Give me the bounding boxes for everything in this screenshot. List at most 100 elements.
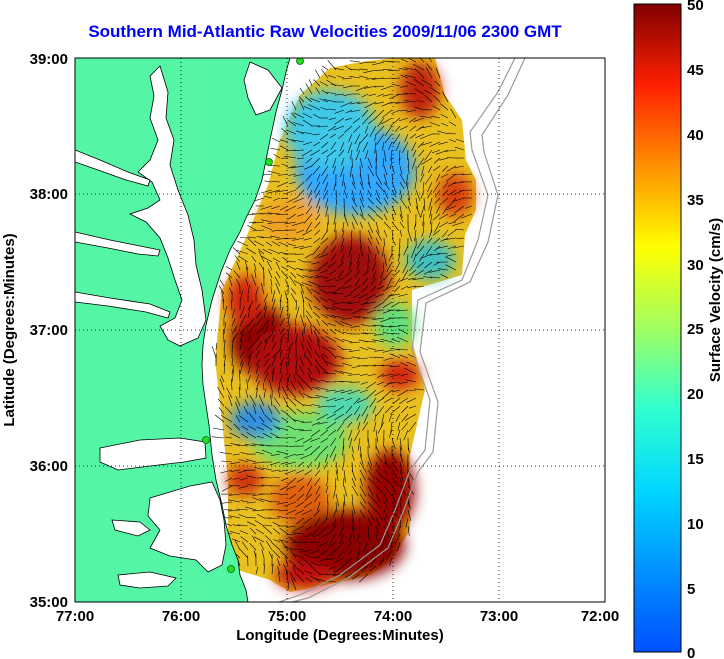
velocity-vector [239,530,249,535]
velocity-vector [408,58,417,63]
velocity-vector [427,181,433,193]
velocity-vector [455,138,465,143]
velocity-vector [313,305,321,311]
velocity-vector [271,469,281,472]
velocity-vector [390,348,401,351]
velocity-vector [367,509,375,521]
velocity-vector [282,396,289,407]
velocity-vector [407,253,409,263]
velocity-vector [364,101,377,109]
velocity-vector [439,197,449,206]
velocity-vector [351,365,361,369]
velocity-vector [302,558,313,567]
velocity-vector [317,461,321,470]
velocity-vector [263,358,270,367]
velocity-vector [333,405,345,414]
velocity-vector [312,311,321,319]
velocity-vector [295,501,305,508]
velocity-vector [447,245,457,250]
velocity-vector [327,581,337,583]
x-axis: 77:00 76:00 75:00 74:00 73:00 72:00 Long… [56,608,619,644]
velocity-vector [380,117,393,125]
velocity-vector [436,245,449,249]
velocity-vector [408,389,417,391]
velocity-vector [286,129,297,135]
velocity-vector [303,351,306,359]
velocity-vector [334,285,345,293]
velocity-vector [422,181,425,190]
velocity-vector [327,323,337,327]
velocity-vector [407,149,409,160]
velocity-vector [311,411,321,415]
velocity-vector [325,205,329,217]
velocity-vector [311,541,321,543]
velocity-vector [313,493,321,503]
velocity-vector [359,469,366,481]
velocity-vector [383,525,390,538]
velocity-vector [375,213,384,221]
velocity-vector [251,497,265,503]
velocity-vector [270,147,281,151]
velocity-vector [293,245,305,249]
velocity-vector [314,469,321,477]
velocity-vector [324,157,329,165]
velocity-vector [438,141,449,145]
bathymetry-contours [277,58,526,602]
velocity-vector [407,165,410,174]
velocity-vector [429,205,433,218]
velocity-vector [363,301,377,305]
velocity-vector [421,165,425,176]
velocity-vector [272,257,281,263]
velocity-vector [315,485,321,495]
velocity-vector [231,318,236,327]
velocity-vector [322,189,329,200]
velocity-vector [383,517,389,527]
velocity-vector [391,501,399,512]
velocity-vector [315,213,321,221]
velocity-vector [305,221,313,232]
velocity-vector [271,317,274,327]
velocity-vector [232,453,241,456]
velocity-vector [261,255,273,263]
velocity-vector [273,539,281,543]
velocity-vector [252,221,265,224]
velocity-vector [428,229,433,238]
velocity-vector [312,525,321,537]
velocity-vector [245,277,249,287]
x-tick-label: 72:00 [581,608,619,625]
velocity-vector [386,261,393,272]
velocity-vector [453,197,465,202]
velocity-vector [380,325,393,328]
velocity-vector [304,165,313,170]
velocity-vector [268,551,273,559]
velocity-vector [295,469,305,474]
velocity-vector [338,149,345,157]
velocity-vector [367,181,372,189]
station-marker [265,158,273,166]
velocity-vector [313,295,321,303]
velocity-vector [399,165,403,175]
velocity-vector [407,229,412,242]
velocity-vector [340,141,345,151]
velocity-vector [307,372,313,383]
velocity-vector [367,437,370,448]
velocity-vector [328,125,337,132]
velocity-vector [399,109,409,112]
velocity-vector [349,341,361,344]
velocity-vector [245,506,257,511]
velocity-vector [353,125,361,133]
velocity-vector [359,189,364,201]
velocity-vector [259,236,273,239]
delaware-bay [243,61,283,116]
velocity-vector [280,270,289,279]
velocity-vector [374,413,377,422]
velocity-vector [288,197,297,203]
velocity-vector [395,101,409,104]
velocity-vector [434,197,441,204]
velocity-vector [239,351,244,359]
velocity-vector [295,326,297,335]
velocity-vector [247,318,255,327]
velocity-vector [399,453,404,463]
velocity-vector [228,515,241,519]
velocity-vector [286,405,297,415]
